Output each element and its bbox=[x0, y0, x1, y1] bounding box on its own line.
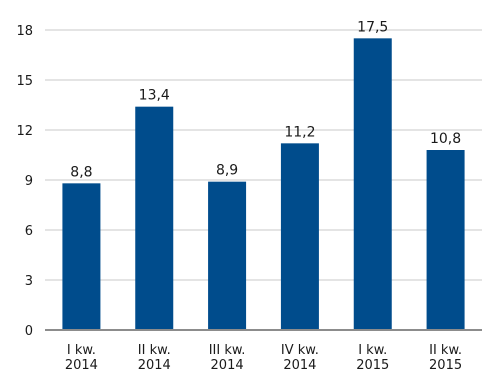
data-label: 11,2 bbox=[284, 124, 315, 140]
gridlines bbox=[45, 29, 482, 281]
data-labels: 8,8 13,4 8,9 11,2 17,5 10,8 bbox=[70, 19, 461, 180]
bar bbox=[208, 181, 247, 330]
x-tick-label: 2015 bbox=[356, 358, 389, 371]
bar bbox=[353, 38, 392, 330]
y-tick-label: 6 bbox=[25, 224, 33, 239]
x-tick-label: I kw. bbox=[358, 343, 387, 358]
bar bbox=[135, 106, 174, 331]
y-tick-label: 3 bbox=[25, 274, 33, 289]
data-label: 13,4 bbox=[139, 88, 170, 104]
x-tick-label: III kw. bbox=[209, 343, 246, 358]
y-tick-labels: 0 3 6 9 12 15 18 bbox=[16, 24, 33, 339]
x-tick-label: II kw. bbox=[429, 343, 462, 358]
data-label: 8,9 bbox=[216, 163, 238, 179]
x-tick-label: 2014 bbox=[138, 358, 171, 371]
x-tick-label: 2015 bbox=[429, 358, 462, 371]
bar bbox=[426, 150, 465, 330]
y-tick-label: 9 bbox=[25, 174, 33, 189]
x-tick-label: II kw. bbox=[138, 343, 171, 358]
data-label: 8,8 bbox=[70, 164, 92, 180]
x-tick-label: 2014 bbox=[65, 358, 98, 371]
x-tick-label: I kw. bbox=[67, 343, 96, 358]
bar bbox=[62, 183, 101, 330]
data-label: 10,8 bbox=[430, 131, 461, 147]
x-tick-label: IV kw. bbox=[281, 343, 319, 358]
y-tick-label: 18 bbox=[16, 24, 33, 39]
y-tick-label: 15 bbox=[16, 74, 33, 89]
bar bbox=[280, 143, 319, 330]
y-tick-label: 12 bbox=[16, 124, 33, 139]
y-tick-label: 0 bbox=[25, 324, 33, 339]
bars bbox=[62, 38, 465, 331]
x-tick-label: 2014 bbox=[211, 358, 244, 371]
x-tick-label: 2014 bbox=[283, 358, 316, 371]
data-label: 17,5 bbox=[357, 19, 388, 35]
